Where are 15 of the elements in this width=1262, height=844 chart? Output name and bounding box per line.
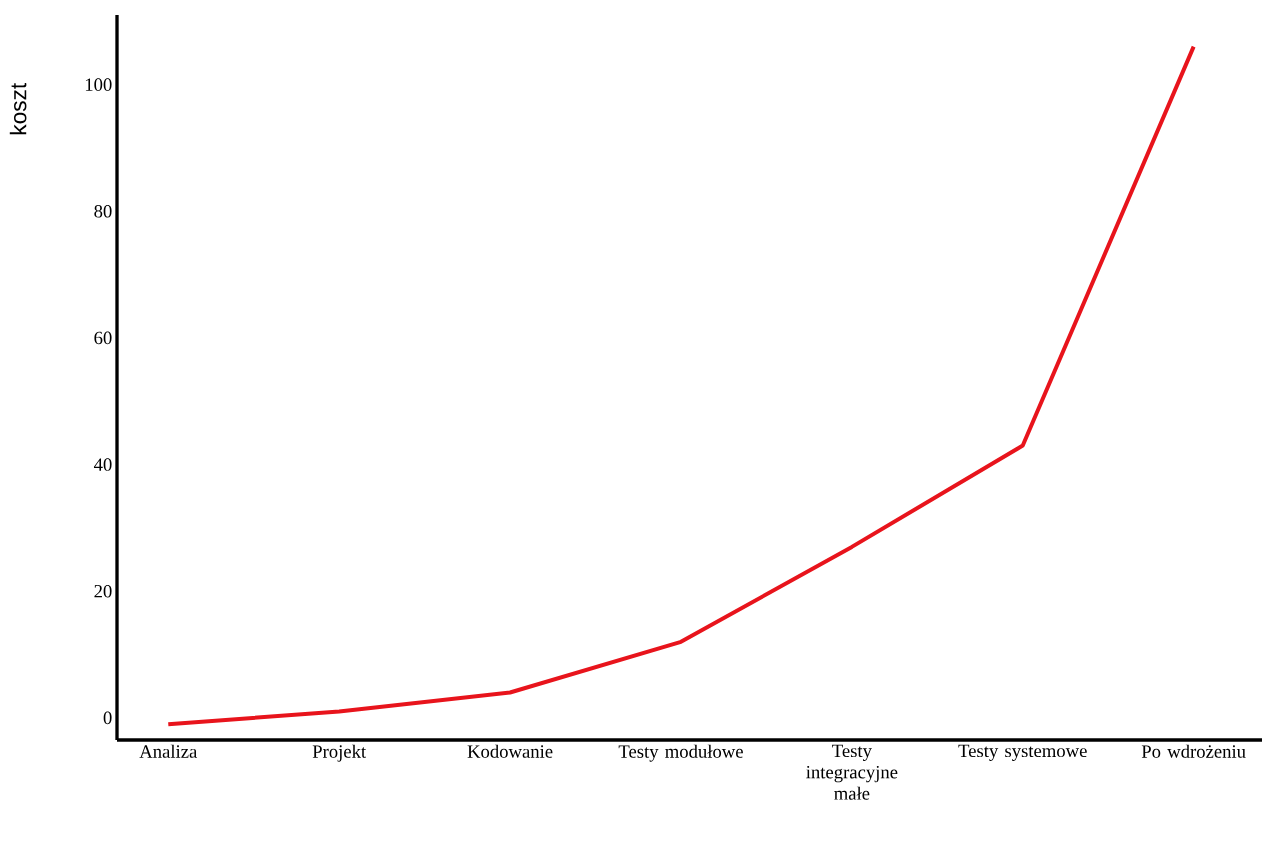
y-tick-label: 100 [85, 78, 112, 91]
y-tick-label: 20 [94, 584, 112, 598]
y-tick-label: 0 [103, 711, 112, 725]
x-tick-label: Testy integracyjne małe [806, 744, 898, 800]
y-tick-label: 60 [94, 331, 112, 345]
y-tick-label: 40 [93, 458, 112, 471]
x-tick-label: Projekt [312, 744, 367, 762]
x-tick-label: Analiza [139, 744, 198, 758]
line-series [166, 44, 1196, 727]
x-tick-label: Testy modułowe [618, 744, 743, 762]
y-axis-title: koszt [9, 82, 27, 135]
x-tick-label: Testy systemowe [958, 744, 1087, 761]
x-tick-label: Po wdrożeniu [1141, 744, 1246, 758]
x-tick-label: Kodowanie [467, 744, 553, 758]
y-tick-label: 80 [94, 204, 112, 218]
